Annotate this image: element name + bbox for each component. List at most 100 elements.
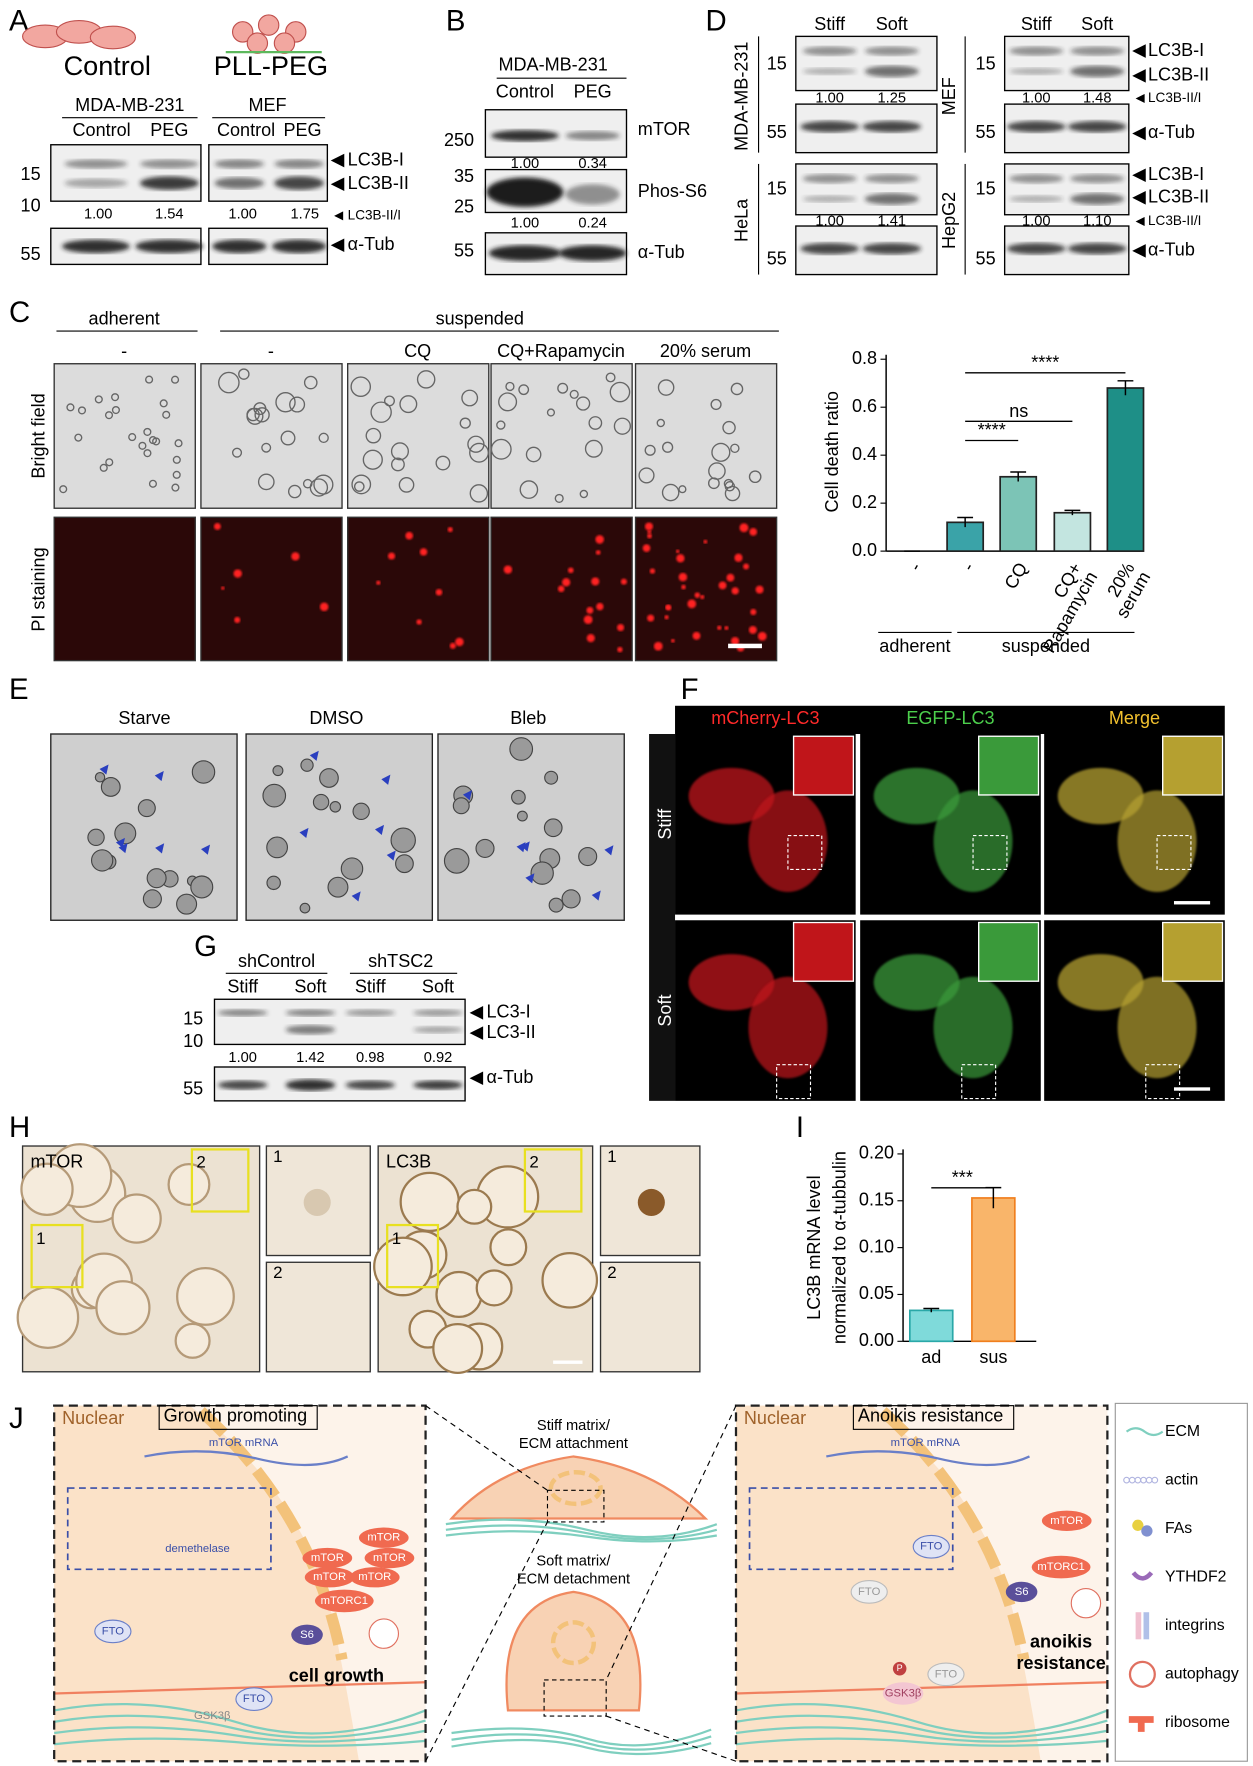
roi — [190, 1148, 250, 1213]
bar — [1106, 387, 1145, 552]
label: PEG — [150, 120, 188, 140]
gland — [456, 1188, 493, 1225]
organelle — [87, 828, 105, 847]
label: MDA-MB-231 — [498, 54, 607, 74]
label: LC3B-II/I — [1148, 90, 1201, 105]
ecm-fiber — [735, 1726, 1108, 1743]
band — [1009, 67, 1064, 75]
cell — [469, 484, 489, 503]
label: mTOR — [1050, 1515, 1083, 1527]
bright-field-image — [200, 363, 343, 509]
error-bar — [957, 516, 974, 528]
cell — [351, 474, 372, 495]
pi-dot — [678, 572, 688, 582]
label: 20% serum — [660, 341, 751, 361]
arrow — [1132, 191, 1146, 205]
organelle — [94, 772, 106, 783]
pi-dot — [724, 626, 729, 631]
cell — [638, 467, 655, 484]
bar — [1053, 511, 1092, 552]
pi-dot — [376, 580, 381, 585]
pi-dot — [562, 578, 571, 587]
cell — [143, 449, 152, 458]
cell — [656, 418, 665, 428]
panel-letter: B — [446, 5, 466, 38]
nucleus-region — [735, 1405, 1041, 1762]
y-tick-label: 0.6 — [852, 396, 877, 416]
cell — [231, 447, 243, 458]
legend-label: FAs — [1165, 1520, 1192, 1537]
rule — [735, 1681, 1108, 1695]
label: 55 — [976, 122, 996, 142]
cell — [554, 493, 564, 503]
organelle — [266, 836, 289, 859]
cell — [104, 411, 114, 420]
y-axis-label: Cell death ratio — [822, 391, 842, 512]
panel-letter: D — [706, 5, 727, 38]
band — [862, 242, 922, 255]
organelle — [548, 897, 564, 913]
pi-dot — [435, 588, 443, 596]
arrow — [469, 1026, 484, 1040]
pi-dot — [620, 578, 627, 585]
stiff-cell — [449, 1455, 709, 1520]
cell — [218, 371, 240, 394]
label: 1.00 — [228, 1050, 257, 1066]
band — [62, 239, 130, 254]
label: 1.10 — [1083, 213, 1112, 229]
nuclear-envelope — [878, 1407, 1030, 1661]
label: 1.54 — [155, 207, 184, 223]
band — [864, 65, 919, 78]
gland — [399, 1171, 460, 1233]
cell — [145, 375, 154, 384]
label: Control — [496, 82, 554, 102]
pi-dot — [449, 642, 456, 649]
cell — [678, 485, 687, 494]
cell — [498, 392, 518, 412]
pi-dot — [419, 548, 428, 556]
pi-dot — [676, 554, 685, 563]
legend-icon — [1141, 1525, 1153, 1537]
label: mTOR — [313, 1571, 346, 1583]
band — [800, 242, 860, 255]
arrowhead — [99, 764, 109, 775]
pi-dot — [405, 531, 414, 540]
pi-dot — [455, 637, 464, 647]
label: 1 — [392, 1229, 401, 1248]
pi-image — [200, 516, 343, 662]
legend-label: actin — [1165, 1471, 1198, 1488]
pi-dot — [617, 646, 623, 653]
label: 1.75 — [291, 207, 320, 223]
cell — [105, 458, 114, 467]
band — [139, 159, 199, 169]
label: α-Tub — [1148, 122, 1195, 142]
label: GSK3β — [885, 1687, 922, 1699]
band — [413, 1080, 463, 1090]
x-tick-label: - — [958, 559, 978, 574]
error-bar — [1010, 471, 1027, 482]
error-bar — [1064, 509, 1081, 516]
label: Soft — [422, 977, 454, 997]
label: Nuclear — [744, 1408, 806, 1428]
mtorc1 — [314, 1589, 374, 1613]
legend-label: autophagy — [1165, 1665, 1239, 1682]
label: suspended — [436, 308, 524, 328]
band — [285, 1079, 336, 1091]
label: 2 — [273, 1263, 282, 1282]
label: LC3B-II/I — [348, 207, 401, 222]
error-bar — [1117, 380, 1134, 396]
x-tick-label: - — [905, 559, 925, 574]
organelle — [312, 793, 330, 811]
band — [1070, 174, 1125, 184]
cell — [708, 462, 726, 480]
band — [1070, 46, 1125, 56]
cell — [933, 976, 1013, 1079]
x-tick-label: ad — [921, 1347, 941, 1367]
gland — [489, 1228, 528, 1267]
band — [1006, 242, 1066, 255]
cell — [688, 954, 775, 1011]
zoom-box — [748, 1487, 954, 1571]
organelle — [190, 875, 214, 899]
y-tick-label: 0.00 — [859, 1330, 894, 1350]
